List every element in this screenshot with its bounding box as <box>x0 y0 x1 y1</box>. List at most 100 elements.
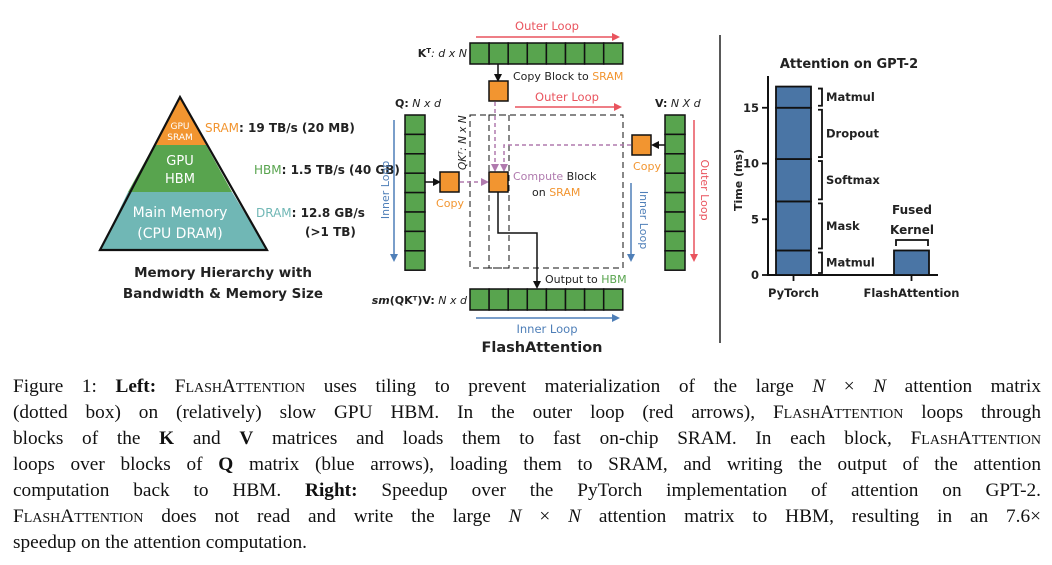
v-to-compute-dashed-arrow <box>500 144 631 172</box>
kt-sram-block <box>488 80 509 102</box>
caption-text: and <box>174 428 240 449</box>
flashattention-diagram: Outer Loop KT: d x N Copy Block to SRAM … <box>372 19 711 356</box>
q-block <box>404 211 426 233</box>
segment-label: Softmax <box>826 173 880 187</box>
bar-segment-mask <box>775 200 812 252</box>
y-tick-label: 0 <box>751 268 759 282</box>
figure-1: GPU SRAM GPU HBM Main Memory (CPU DRAM) … <box>98 19 960 356</box>
caption-text: FlashAttention <box>772 402 904 423</box>
caption-text: FlashAttention <box>13 506 144 527</box>
v-matrix <box>664 114 686 271</box>
y-axis-label: Time (ms) <box>732 149 745 211</box>
attention-column-dotted-box <box>488 114 510 269</box>
sram-bandwidth-label: SRAM: 19 TB/s (20 MB) <box>205 121 355 135</box>
outer-loop-label-mid: Outer Loop <box>535 90 599 104</box>
caption-text: V <box>239 428 254 449</box>
q-copy-label: Copy <box>436 197 464 210</box>
flashattention-title: FlashAttention <box>481 340 602 356</box>
segment-label: Matmul <box>826 90 875 104</box>
output-block <box>526 288 548 311</box>
q-matrix <box>404 114 426 271</box>
q-sram-block <box>439 171 460 193</box>
dram-size-label: (>1 TB) <box>305 225 356 239</box>
caption-text: computation back to HBM. <box>13 480 306 501</box>
output-block <box>583 288 605 311</box>
caption-text: loops through <box>903 402 1041 423</box>
tier-hbm-line1: GPU <box>166 154 193 169</box>
pyramid-tier-sram <box>154 97 206 145</box>
inner-loop-label-left: Inner Loop <box>379 161 392 219</box>
outer-loop-label-top: Outer Loop <box>515 19 579 33</box>
tier-dram-line1: Main Memory <box>133 205 228 221</box>
dram-bandwidth-label: DRAM: 12.8 GB/s <box>256 206 365 220</box>
caption-text: × <box>521 506 569 527</box>
caption-text: attention matrix <box>886 376 1042 397</box>
caption-text: uses tiling to prevent materialization o… <box>305 376 813 397</box>
v-matrix-label: V: N X d <box>655 97 702 110</box>
v-block <box>664 114 686 136</box>
kt-block <box>526 42 548 65</box>
bar-segment-matmul <box>775 249 812 276</box>
output-block <box>564 288 586 311</box>
caption-text: attention matrix to HBM, resulting in an… <box>580 506 1041 527</box>
caption-text: does not read and write the large <box>143 506 509 527</box>
caption-text: speedup on the attention computation. <box>13 532 307 553</box>
caption-text: N <box>873 376 887 397</box>
segment-bracket <box>818 202 823 250</box>
output-matrix-label: sm(QKᵀ)V: N x d <box>372 294 468 307</box>
caption-line: blocks of the K and V matrices and loads… <box>13 426 1041 452</box>
on-sram-label: on SRAM <box>532 186 580 199</box>
fused-kernel-bracket <box>895 239 929 246</box>
caption-text: Speedup over the PyTorch implementation … <box>357 480 1041 501</box>
caption-text: matrix (blue arrows), loading them to SR… <box>233 454 1041 475</box>
outer-loop-label-right: Outer Loop <box>698 159 711 220</box>
pyramid-tier-dram <box>100 192 267 250</box>
tier-dram-line2: (CPU DRAM) <box>137 226 222 242</box>
output-block <box>545 288 567 311</box>
q-matrix-label: Q: N x d <box>395 97 442 110</box>
y-tick-label: 10 <box>743 157 759 171</box>
q-block <box>404 230 426 252</box>
caption-text <box>156 376 175 397</box>
x-tick-label: PyTorch <box>768 286 819 300</box>
bar-segment-softmax <box>775 158 812 203</box>
pyramid-caption-line2: Bandwidth & Memory Size <box>123 286 323 302</box>
segment-bracket <box>818 87 823 107</box>
compute-block-label: Compute Block <box>513 170 597 183</box>
caption-text: K <box>159 428 175 449</box>
caption-text: Left: <box>115 376 157 397</box>
output-to-hbm-arrow <box>497 192 541 289</box>
v-block <box>664 230 686 252</box>
kt-matrix <box>469 42 624 65</box>
q-block <box>404 250 426 271</box>
bar-segment-dropout <box>775 106 812 160</box>
caption-text: × <box>825 376 874 397</box>
q-block <box>404 172 426 194</box>
kt-block <box>488 42 509 65</box>
tier-sram-line2: SRAM <box>167 133 193 143</box>
pyramid-tier-hbm <box>128 145 232 192</box>
caption-text: FlashAttention <box>910 428 1041 449</box>
y-tick-label: 15 <box>743 101 759 115</box>
kt-block <box>583 42 605 65</box>
y-tick-label: 5 <box>751 212 759 226</box>
output-to-hbm-label: Output to HBM <box>545 273 627 286</box>
q-block <box>404 133 426 155</box>
v-block <box>664 153 686 174</box>
figure-caption: Figure 1: Left: FlashAttention uses tili… <box>13 374 1041 556</box>
caption-text: Figure 1: <box>13 376 116 397</box>
bar-segment-matmul <box>775 85 812 109</box>
caption-line: speedup on the attention computation. <box>13 530 1041 556</box>
chart-title: Attention on GPT-2 <box>780 57 918 72</box>
qk-matrix-label: QKᵀ: N x N <box>457 115 469 170</box>
caption-text: matrices and loads them to fast on-chip … <box>253 428 911 449</box>
caption-line: FlashAttention does not read and write t… <box>13 504 1041 530</box>
attention-matrix-dotted-box <box>469 114 624 269</box>
caption-line: loops over blocks of Q matrix (blue arro… <box>13 452 1041 478</box>
kt-block <box>602 42 624 65</box>
caption-text: (dotted box) on (relatively) slow GPU HB… <box>13 402 773 423</box>
pyramid-outline <box>98 94 269 252</box>
v-copy-label: Copy <box>633 160 661 173</box>
caption-text: N <box>812 376 826 397</box>
caption-line: computation back to HBM. Right: Speedup … <box>13 478 1041 504</box>
